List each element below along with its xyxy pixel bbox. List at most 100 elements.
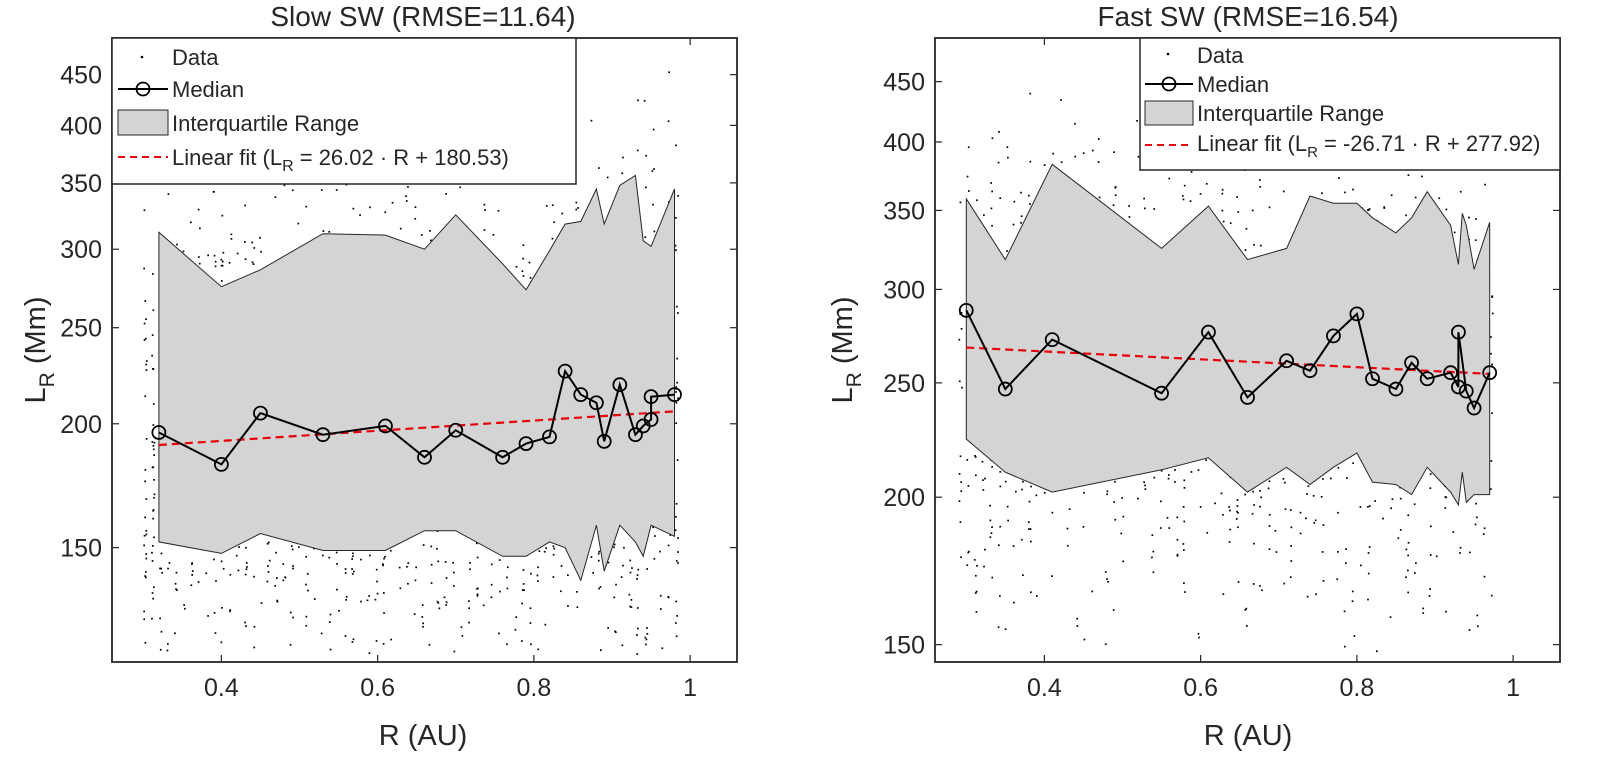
fast-sw-data-dot (998, 544, 1000, 547)
fast-sw-data-dot (1321, 192, 1323, 194)
slow-sw-data-dot (653, 230, 656, 233)
slow-sw-data-dot (667, 544, 670, 547)
slow-sw-data-dot (375, 640, 378, 642)
fast-sw-data-dot (1445, 208, 1448, 211)
fast-sw-data-dot (966, 459, 969, 461)
fast-sw-data-dot (983, 565, 985, 568)
fast-sw-data-dot (1252, 583, 1255, 585)
slow-sw-data-dot (659, 594, 662, 597)
slow-sw-data-dot (675, 503, 678, 505)
slow-sw-data-dot (383, 612, 385, 614)
fast-sw-data-dot (1113, 151, 1115, 153)
fast-sw-median-point (1482, 365, 1498, 381)
slow-sw-data-dot (145, 369, 148, 371)
slow-sw-data-dot (235, 554, 238, 557)
fast-sw-data-dot (975, 590, 978, 593)
fast-sw-data-dot (960, 312, 963, 314)
fast-sw-data-dot (1253, 244, 1255, 246)
slow-sw-data-dot (677, 397, 679, 400)
fast-sw-data-dot (958, 500, 961, 502)
slow-sw-data-dot (630, 606, 633, 608)
slow-sw-data-dot (252, 263, 255, 265)
slow-sw-median-point (643, 389, 659, 405)
slow-sw-data-dot (420, 234, 423, 236)
slow-sw-data-dot (430, 563, 433, 566)
slow-sw-data-dot (413, 613, 416, 615)
slow-sw-data-dot (289, 644, 292, 646)
slow-sw-y-tick-label: 150 (60, 535, 102, 563)
fast-sw-median-point (1302, 363, 1318, 379)
slow-sw-data-dot (153, 454, 155, 456)
fast-sw-data-dot (958, 380, 961, 383)
slow-sw-data-dot (652, 526, 654, 529)
slow-sw-data-dot (468, 600, 470, 602)
slow-sw-data-dot (351, 568, 353, 570)
slow-sw-data-dot (477, 587, 479, 590)
fast-sw-data-dot (1343, 610, 1346, 613)
slow-sw-data-dot (153, 441, 156, 444)
fast-sw-data-dot (1036, 595, 1038, 597)
fast-sw-data-dot (1383, 207, 1386, 209)
fast-sw-data-dot (1106, 578, 1108, 580)
slow-sw-data-dot (145, 576, 147, 579)
slow-sw-data-dot (145, 438, 148, 440)
fast-sw-data-dot (1482, 533, 1485, 535)
slow-sw-data-dot (220, 641, 223, 644)
slow-sw-data-dot (597, 559, 600, 562)
slow-sw-data-dot (453, 650, 456, 653)
fast-sw-data-dot (1020, 215, 1023, 218)
slow-sw-data-dot (297, 222, 300, 225)
fast-sw-data-dot (1113, 501, 1115, 503)
fast-sw-data-dot (1030, 540, 1032, 543)
fast-sw-data-dot (960, 328, 963, 330)
slow-sw-data-dot (238, 546, 240, 548)
fast-sw-iqr-layer (965, 163, 1491, 507)
slow-sw-data-dot (544, 623, 547, 626)
fast-sw-data-dot (1029, 160, 1032, 163)
slow-sw-data-dot (284, 576, 287, 579)
fast-sw-data-dot (1468, 216, 1470, 219)
slow-sw-data-dot (483, 229, 486, 231)
slow-sw-data-dot (567, 574, 569, 576)
fast-sw-data-dot (1268, 480, 1271, 483)
slow-sw-data-dot (453, 585, 455, 587)
slow-sw-median-point (557, 363, 573, 379)
slow-sw-title: Slow SW (RMSE=11.64) (270, 1, 575, 32)
fast-sw-data-dot (1043, 491, 1046, 494)
fast-sw-data-dot (1244, 493, 1246, 496)
fast-sw-data-dot (1477, 625, 1479, 628)
fast-sw-data-dot (1483, 575, 1486, 578)
fast-sw-fit-prefix: Linear fit (L (1197, 131, 1307, 156)
fast-sw-data-dot (1152, 571, 1155, 574)
slow-sw-data-dot (305, 555, 307, 558)
fast-sw-data-dot (1199, 506, 1202, 508)
fast-sw-data-dot (1399, 529, 1402, 531)
slow-sw-data-dot (499, 590, 501, 593)
slow-sw-iqr-layer (158, 174, 675, 582)
fast-sw-data-dot (1182, 543, 1185, 545)
slow-sw-data-dot (352, 207, 355, 210)
slow-sw-data-dot (145, 553, 148, 555)
fast-sw-data-dot (1082, 152, 1085, 154)
fast-sw-data-dot (1114, 194, 1117, 196)
slow-sw-data-dot (637, 627, 639, 630)
slow-sw-data-dot (615, 631, 617, 634)
fast-sw-data-dot (1367, 598, 1369, 601)
fast-sw-data-dot (1221, 192, 1224, 195)
slow-sw-data-dot (215, 580, 217, 582)
slow-sw-data-dot (152, 597, 154, 600)
fast-sw-data-dot (1252, 490, 1254, 493)
slow-sw-data-dot (213, 558, 215, 561)
fast-sw-data-dot (1268, 513, 1271, 516)
fast-sw-data-dot (1415, 562, 1417, 564)
fast-sw-data-dot (997, 161, 1000, 164)
slow-sw-data-dot (598, 587, 600, 590)
fast-sw-data-dot (1020, 221, 1022, 224)
fast-sw-data-dot (999, 595, 1001, 597)
fast-sw-data-dot (1012, 223, 1015, 226)
fast-sw-data-dot (1112, 609, 1115, 611)
fast-sw-data-dot (1181, 195, 1184, 197)
slow-sw-data-dot (600, 649, 602, 651)
fast-sw-data-dot (984, 477, 986, 480)
slow-sw-data-dot (352, 555, 354, 558)
